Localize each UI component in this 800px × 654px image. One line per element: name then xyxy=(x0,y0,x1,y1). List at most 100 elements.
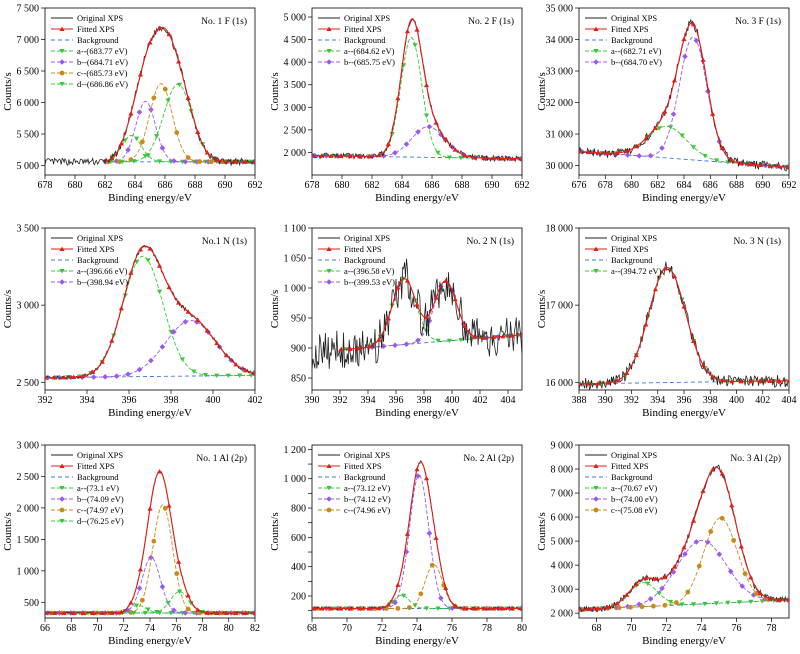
peak-marker-d xyxy=(165,98,171,103)
peak-marker-c xyxy=(708,529,714,534)
legend-label: Fitted XPS xyxy=(611,24,649,34)
legend-label: Fitted XPS xyxy=(611,244,649,254)
x-tick-label: 66 xyxy=(40,623,50,634)
y-tick-label: 5 000 xyxy=(284,13,307,24)
x-tick-label: 392 xyxy=(333,395,348,406)
peak-line-b xyxy=(579,539,789,611)
fitted-marker xyxy=(500,333,506,339)
fitted-marker xyxy=(690,21,697,27)
fitted-marker xyxy=(137,566,144,572)
peak-marker-b xyxy=(159,344,166,350)
peak-marker-a xyxy=(713,158,720,163)
legend-label: Background xyxy=(344,35,386,45)
fitted-marker xyxy=(166,503,172,508)
peak-marker-b xyxy=(182,158,189,165)
peak-marker-b xyxy=(159,583,166,590)
peak-line-c xyxy=(579,517,789,611)
fitted-marker xyxy=(90,369,96,374)
peak-marker-a xyxy=(736,600,742,605)
y-tick-label: 1 100 xyxy=(284,224,307,235)
legend-label: a--(396.58 eV) xyxy=(344,266,395,276)
fitted-marker xyxy=(166,31,172,37)
plot-frame xyxy=(578,444,790,619)
chart-panel-3: 676 678 680 682 684 686 688 690 692 30 000 31 000 3… xyxy=(536,4,797,205)
x-tick-label: 396 xyxy=(122,395,137,406)
peak-marker-b xyxy=(171,329,177,335)
peak-marker-c xyxy=(673,600,679,605)
legend-label: Fitted XPS xyxy=(77,24,115,34)
peak-marker-a xyxy=(156,159,163,164)
legend-marker xyxy=(59,486,65,491)
peak-marker-d xyxy=(142,154,148,159)
x-tick-label: 388 xyxy=(572,395,587,406)
fitted-marker xyxy=(490,334,496,340)
y-tick-label: 2 000 xyxy=(284,148,307,159)
y-tick-label: 3 000 xyxy=(284,103,307,114)
y-tick-label: 5 000 xyxy=(551,537,574,548)
peak-marker-c xyxy=(742,571,748,577)
y-tick-label: 500 xyxy=(24,598,39,609)
panel-title: No. 3 N (1s) xyxy=(734,236,782,247)
fitted-marker xyxy=(147,506,153,511)
fitted-marker xyxy=(605,150,611,156)
y-tick-label: 8 000 xyxy=(551,465,574,476)
legend-marker xyxy=(59,279,65,285)
x-tick-label: 678 xyxy=(598,180,613,191)
legend-label: Background xyxy=(611,35,653,45)
peak-marker-a xyxy=(423,113,430,119)
x-tick-label: 402 xyxy=(755,395,770,406)
chart-panel-5: 390 392 394 396 398 400 402 404 850 900 950 1 000 1 … xyxy=(269,224,523,419)
fitted-marker xyxy=(614,378,620,383)
fitted-marker xyxy=(729,502,735,508)
fitted-marker xyxy=(312,153,315,158)
x-axis-label: Binding energy/eV xyxy=(375,635,459,647)
fitted-marker xyxy=(185,309,191,314)
legend-marker xyxy=(326,26,332,31)
peak-marker-b xyxy=(636,153,642,159)
fitted-marker xyxy=(519,156,522,161)
peak-marker-b xyxy=(716,551,723,558)
x-tick-label: 70 xyxy=(93,623,103,634)
fitted-marker xyxy=(509,156,516,161)
fitted-marker xyxy=(633,581,639,586)
fitted-marker xyxy=(195,317,201,322)
plot-area xyxy=(45,244,255,381)
peak-marker-c xyxy=(174,130,180,135)
plot-area xyxy=(579,261,789,390)
plot-area xyxy=(312,459,522,612)
peak-marker-c xyxy=(616,605,622,611)
fitted-marker xyxy=(652,576,658,581)
fitted-marker xyxy=(443,278,449,283)
fitted-marker xyxy=(767,163,773,168)
peak-marker-c xyxy=(162,86,168,92)
peak-marker-b xyxy=(670,569,677,575)
peak-marker-a xyxy=(446,338,453,344)
fitted-marker xyxy=(671,77,678,83)
x-tick-label: 72 xyxy=(377,623,387,634)
fitted-marker xyxy=(404,531,411,536)
peak-marker-b xyxy=(647,596,654,602)
fitted-marker xyxy=(147,246,153,251)
legend-label: a--(394.72 eV) xyxy=(611,266,662,276)
y-tick-label: 1 200 xyxy=(284,445,307,456)
fitted-marker xyxy=(414,27,420,32)
peak-marker-a xyxy=(134,603,140,608)
fitted-marker xyxy=(681,304,687,309)
peak-marker-b xyxy=(182,610,189,616)
fitted-marker xyxy=(481,155,487,161)
peak-marker-b xyxy=(125,147,131,153)
panel-title: No. 2 Al (2p) xyxy=(463,453,514,464)
x-tick-label: 676 xyxy=(572,180,587,191)
fitted-marker xyxy=(643,575,649,581)
legend-label: Background xyxy=(344,472,386,482)
fitted-marker xyxy=(462,323,468,328)
x-tick-label: 682 xyxy=(650,180,665,191)
legend-label: a--(684.62 eV) xyxy=(344,46,395,56)
peak-marker-d xyxy=(154,609,160,615)
y-tick-label: 2 500 xyxy=(284,125,307,136)
peak-marker-d xyxy=(154,134,160,139)
chart-panel-6: 388 390 392 394 396 398 400 402 404 16 000 17 000 1… xyxy=(536,224,797,420)
